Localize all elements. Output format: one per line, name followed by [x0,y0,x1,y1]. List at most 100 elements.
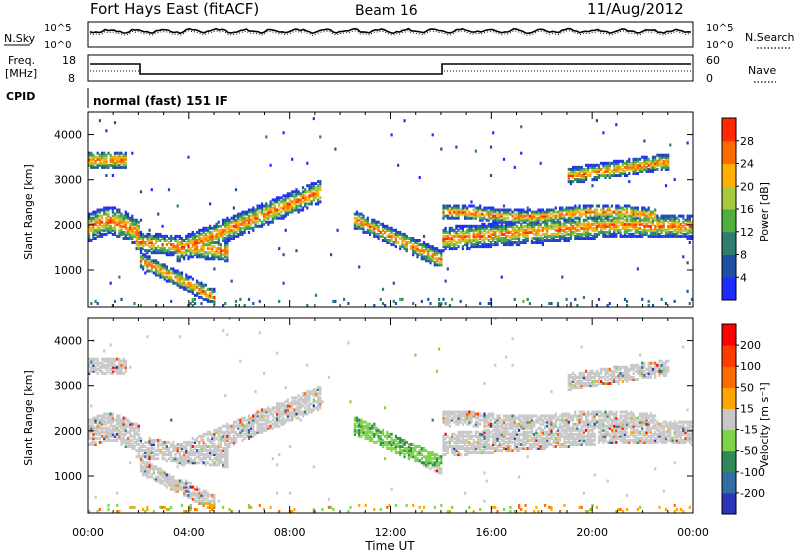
heatmap-cell [88,159,91,163]
heatmap-cell [304,398,307,402]
heatmap-cell [593,232,596,236]
heatmap-cell [288,491,292,495]
heatmap-cell [92,155,95,159]
heatmap-cell [524,230,527,234]
heatmap-cell [148,257,151,261]
heatmap-cell [176,247,179,251]
heatmap-cell [224,430,227,434]
heatmap-cell [105,357,108,361]
heatmap-cell [142,443,145,446]
heatmap-cell [252,214,255,218]
heatmap-cell [224,459,227,463]
heatmap-cell [639,157,642,161]
heatmap-cell [554,239,557,242]
heatmap-cell [202,247,205,251]
heatmap-cell [183,455,186,459]
heatmap-cell [639,163,642,167]
heatmap-cell [122,222,125,226]
heatmap-cell [150,457,153,461]
heatmap-cell [124,230,127,234]
heatmap-cell [539,214,542,218]
heatmap-cell [226,455,229,459]
heatmap-cell [664,167,668,171]
heatmap-cell [530,216,534,220]
heatmap-cell [159,239,162,242]
heatmap-cell [312,186,315,190]
heatmap-cell [232,428,235,432]
heatmap-cell [176,269,179,273]
heatmap-cell [526,239,529,242]
heatmap-cell [148,461,151,465]
heatmap-cell [658,234,661,238]
heatmap-cell [537,232,540,236]
heatmap-cell [455,216,458,220]
heatmap-cell [118,424,121,428]
heatmap-cell [317,188,320,192]
heatmap-cell [464,239,467,242]
heatmap-cell [165,440,168,444]
heatmap-cell [580,178,583,182]
heatmap-cell [163,277,166,281]
heatmap-cell [157,245,160,249]
heatmap-cell [92,363,95,367]
heatmap-cell [88,155,91,159]
heatmap-cell [152,510,155,513]
heatmap-cell [135,449,138,453]
heatmap-cell [202,289,205,293]
heatmap-cell [498,234,501,238]
heatmap-cell [144,473,147,477]
heatmap-cell [222,453,225,457]
heatmap-cell [273,216,276,220]
heatmap-cell [630,216,633,220]
heatmap-cell [180,457,184,461]
heatmap-cell [639,220,642,224]
heatmap-cell [429,257,432,261]
heatmap-cell [228,426,231,430]
y-tick-label: 2000 [54,219,82,232]
heatmap-cell [271,198,274,202]
heatmap-cell [131,224,134,228]
heatmap-cell [664,159,668,163]
heatmap-cell [604,234,607,238]
heatmap-cell [120,161,123,165]
heatmap-cell [159,443,162,446]
heatmap-cell [515,208,518,212]
heatmap-cell [98,155,101,159]
heatmap-cell [539,216,542,220]
heatmap-cell [604,204,607,208]
y-tick-label: 4000 [54,129,82,142]
heatmap-cell [90,418,93,422]
heatmap-cell [446,243,449,247]
heatmap-cell [498,220,501,224]
heatmap-cell [152,447,155,450]
heatmap-cell [217,237,220,240]
heatmap-cell [613,222,616,226]
heatmap-cell [241,424,244,428]
heatmap-cell [142,267,145,271]
cpid-label: CPID [6,90,35,103]
heatmap-cell [407,237,410,240]
heatmap-cell [193,508,197,511]
heatmap-cell [228,220,231,224]
heatmap-cell [500,241,503,244]
heatmap-cell [591,216,594,220]
heatmap-cell [245,430,248,434]
heatmap-cell [165,453,168,457]
heatmap-cell [297,406,300,410]
heatmap-cell [213,443,216,446]
heatmap-cell [511,220,514,224]
heatmap-cell [198,291,201,295]
heatmap-cell [284,212,287,216]
heatmap-cell [135,443,138,446]
heatmap-cell [312,400,315,404]
heatmap-cell [569,212,572,216]
heatmap-cell [630,165,633,169]
heatmap-cell [224,461,227,465]
heatmap-cell [202,241,205,244]
heatmap-cell [146,465,149,469]
heatmap-cell [180,255,184,259]
heatmap-cell [593,210,596,214]
heatmap-cell [310,392,313,396]
heatmap-cell [213,289,216,293]
heatmap-cell [92,218,95,222]
